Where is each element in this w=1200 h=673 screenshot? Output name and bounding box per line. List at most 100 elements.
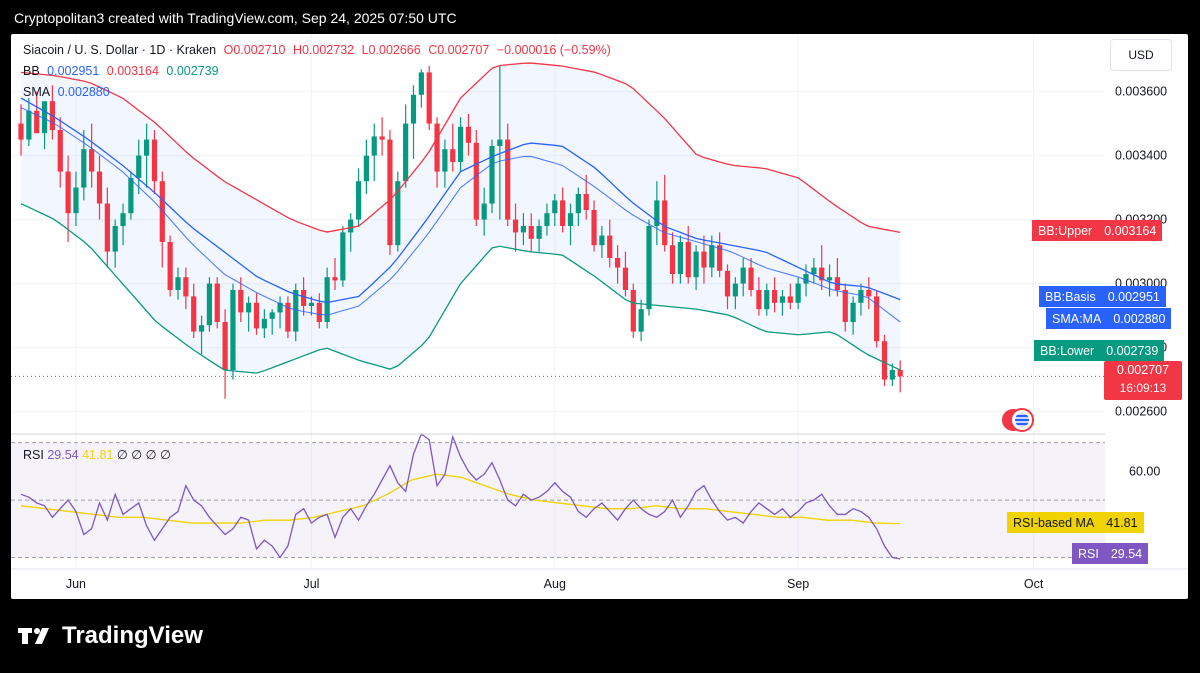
legend-change: −0.000016 (−0.59%) (496, 43, 611, 57)
currency-button[interactable]: USD (1110, 39, 1172, 71)
candlestick-series (18, 66, 903, 399)
candle-body (293, 290, 299, 332)
candle-body (497, 139, 503, 146)
candle-body (850, 302, 856, 322)
legend-rsi-extras: ∅ ∅ ∅ ∅ (116, 448, 171, 462)
time-tick-label: Oct (1024, 577, 1044, 591)
candle-body (599, 235, 605, 246)
candle-body (465, 126, 472, 143)
candle-body (779, 296, 786, 303)
candle-body (717, 245, 723, 271)
rsi-badge-value: 29.54 (1104, 543, 1149, 564)
candle-body (505, 139, 511, 220)
candle-body (355, 181, 362, 220)
tradingview-icon (18, 628, 49, 644)
candle-body (575, 194, 581, 214)
time-tick-label: Aug (544, 577, 566, 591)
candle-body (167, 242, 173, 290)
bb-upper-badge-value: 0.003164 (1098, 220, 1163, 241)
candle-body (795, 283, 801, 303)
price-axis: 0.0036000.0034000.0032000.0030000.002800… (1115, 85, 1167, 479)
candle-body (340, 232, 346, 281)
candle-body (332, 277, 338, 281)
candle-body (214, 283, 220, 322)
candle-body (120, 213, 126, 226)
chart-canvas[interactable]: 0.0036000.0034000.0032000.0030000.002800… (11, 34, 1188, 599)
candle-body (732, 283, 738, 297)
candle-body (889, 370, 895, 380)
candle-body (630, 290, 636, 332)
candle-body (18, 123, 24, 140)
legend-close: C0.002707 (428, 43, 490, 57)
bb-basis-line (20, 97, 901, 304)
last-price-value: 0.002707 (1116, 363, 1170, 377)
candle-body (646, 226, 652, 310)
candle-body (724, 270, 731, 297)
rsi-pane (11, 432, 1105, 560)
price-tick-label: 0.003400 (1115, 149, 1167, 163)
candle-body (301, 290, 307, 306)
candle-body (748, 267, 754, 290)
candle-body (669, 245, 676, 274)
candle-body (89, 149, 95, 172)
bb-fill (21, 63, 901, 374)
candle-body (246, 302, 252, 313)
legend-open: O0.002710 (223, 43, 286, 57)
legend-bb-lower: 0.002739 (166, 64, 219, 78)
candle-body (136, 155, 142, 178)
candle-body (881, 341, 888, 380)
bb-lower-badge-label: BB:Lower (1034, 340, 1101, 361)
candle-body (489, 146, 495, 204)
candle-body (175, 277, 181, 290)
legend-sma[interactable]: SMA 0.002880 (23, 85, 114, 99)
candle-body (191, 296, 197, 332)
rsi-ma-badge-label: RSI-based MA (1007, 512, 1101, 533)
candle-body (756, 290, 762, 310)
price-tick-label: 0.002600 (1115, 405, 1167, 419)
candle-body (528, 226, 534, 239)
legend-rsi[interactable]: RSI 29.54 41.81 ∅ ∅ ∅ ∅ (23, 447, 171, 462)
tradingview-logo[interactable]: TradingView (18, 622, 203, 650)
rsi-badge-label: RSI (1072, 543, 1105, 564)
candle-body (536, 226, 542, 239)
time-tick-label: Jul (303, 577, 319, 591)
rsi-ma-badge-value: 41.81 (1100, 512, 1144, 533)
candle-body (277, 302, 283, 313)
bb-basis-badge-label: BB:Basis (1039, 286, 1102, 307)
candle-body (96, 171, 103, 204)
bb-lower-line (20, 203, 901, 374)
time-tick-label: Jun (66, 577, 86, 591)
candle-body (144, 139, 150, 156)
candle-body (348, 219, 354, 233)
candle-body (395, 181, 401, 246)
rsi-badge: RSI 29.54 (1072, 543, 1149, 564)
candle-body (803, 274, 809, 284)
candle-body (458, 126, 464, 162)
candle-body (685, 242, 691, 278)
chart-header: Cryptopolitan3 created with TradingView.… (14, 10, 457, 26)
legend-symbol[interactable]: Siacoin / U. S. Dollar · 1D · Kraken (23, 43, 217, 57)
candle-body (591, 210, 597, 246)
candle-body (57, 130, 63, 172)
legend-bb[interactable]: BB 0.002951 0.003164 0.002739 (23, 64, 223, 78)
sma-badge-value: 0.002880 (1107, 308, 1172, 329)
rsi-ma-badge: RSI-based MA 41.81 (1007, 512, 1144, 533)
candle-body (128, 178, 134, 214)
last-price-badge: 0.002707 16:09:13 (1104, 361, 1182, 400)
candle-body (450, 149, 456, 162)
legend-sma-value: 0.002880 (57, 85, 110, 99)
legend-bb-upper: 0.003164 (106, 64, 159, 78)
candle-body (787, 296, 793, 303)
legend-rsi-value: 29.54 (47, 448, 79, 462)
bb-upper-badge-label: BB:Upper (1032, 220, 1099, 241)
tradingview-wordmark: TradingView (62, 622, 203, 649)
candle-body (238, 290, 244, 313)
candle-body (842, 290, 848, 322)
candle-body (701, 251, 707, 268)
time-axis: Jun Jul Aug Sep Oct (11, 568, 1188, 591)
candle-body (198, 325, 205, 332)
candle-body (206, 283, 212, 326)
flag-icon[interactable] (1002, 408, 1034, 432)
candle-body (65, 171, 71, 214)
legend-ohlc: Siacoin / U. S. Dollar · 1D · Kraken O0.… (23, 43, 615, 57)
